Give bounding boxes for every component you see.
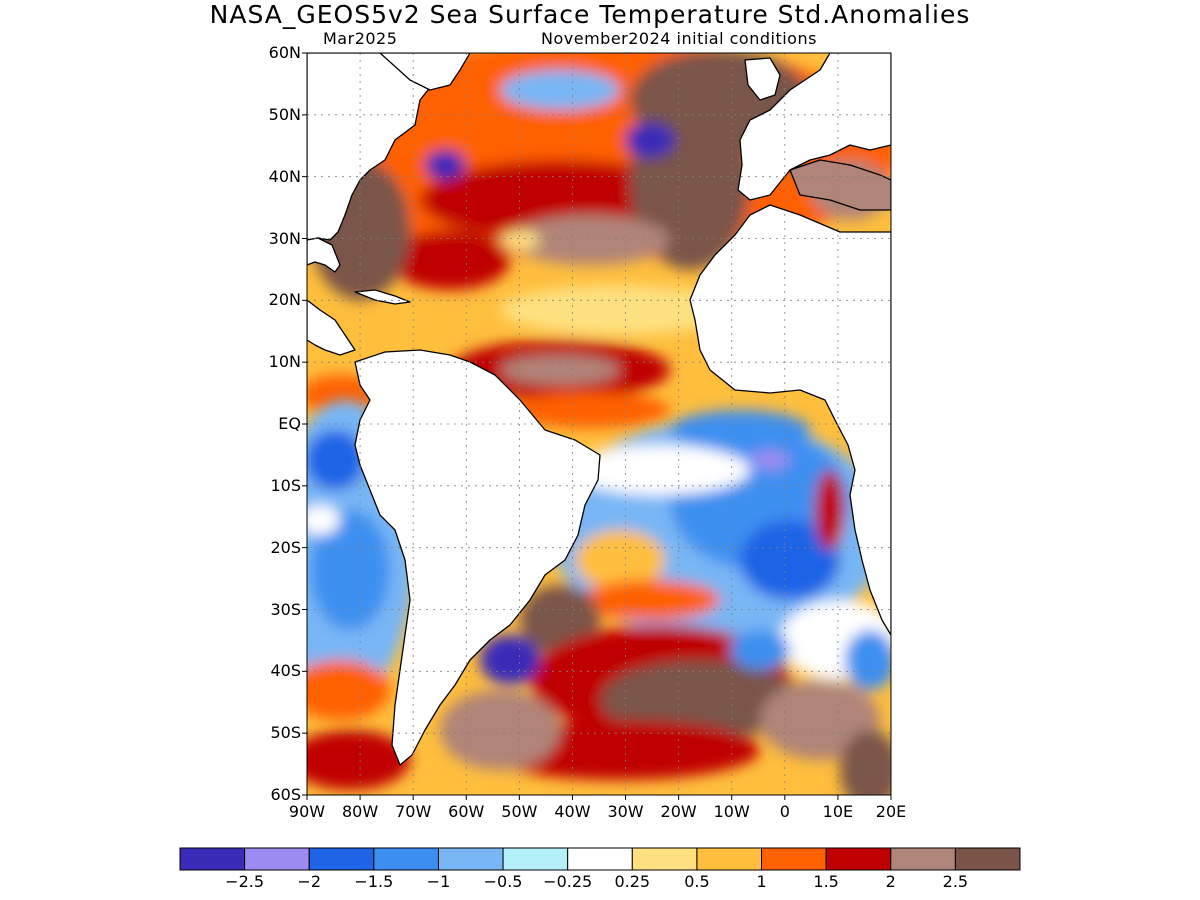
lat-tick-label: 10S <box>270 475 301 495</box>
colorbar-tick-label: 1.5 <box>813 872 839 891</box>
central-america-land <box>307 299 356 356</box>
lon-tick-label: 0 <box>779 802 790 821</box>
lon-tick-label: 70W <box>395 802 432 821</box>
lat-tick-label: 40S <box>270 661 301 681</box>
colorbar-swatch <box>761 847 827 871</box>
colorbar-swatch <box>502 847 569 871</box>
lat-tick-label: 50N <box>268 104 301 124</box>
colorbar-tick-label: 0.25 <box>614 872 651 891</box>
lat-tick-label: 30S <box>270 599 301 619</box>
colorbar-tick-label: 2 <box>885 872 896 891</box>
lat-tick-label: 40N <box>268 166 301 186</box>
colorbar-tick-label: −0.25 <box>543 872 593 891</box>
caribbean-islands <box>354 289 411 305</box>
lon-tick-label: 40W <box>554 802 591 821</box>
south-america-land <box>354 349 601 766</box>
labrador-land <box>379 53 471 91</box>
europe-land <box>737 53 891 201</box>
lon-tick-label: 20E <box>875 802 907 821</box>
axis-ticks <box>302 52 892 800</box>
colorbar-tick-label: −1.5 <box>354 872 394 891</box>
initial-conditions-label: November2024 initial conditions <box>541 29 817 48</box>
lon-tick-label: 60W <box>448 802 485 821</box>
lat-tick-label: EQ <box>278 414 301 433</box>
lon-tick-label: 80W <box>341 802 379 821</box>
lat-tick-label: 60N <box>268 43 301 62</box>
colorbar-swatch <box>308 847 375 871</box>
colorbar-swatch <box>244 847 310 871</box>
south-atlantic-anomalies <box>440 410 891 795</box>
colorbar-swatch <box>631 847 698 871</box>
colorbar-swatch <box>567 847 633 871</box>
forecast-month: Mar2025 <box>323 29 398 48</box>
lat-tick-label: 60S <box>270 785 301 804</box>
colorbar-swatch <box>890 847 956 871</box>
lat-tick-label: 30N <box>268 228 301 248</box>
lon-tick-label: 10W <box>713 802 750 821</box>
lon-tick-label: 20W <box>660 802 697 821</box>
lon-tick-label: 90W <box>288 802 326 821</box>
lat-tick-label: 20S <box>270 537 301 557</box>
colorbar-tick-label: −2 <box>297 872 322 891</box>
colorbar-tick-label: 1 <box>756 872 767 891</box>
colorbar-tick-label: 0.5 <box>684 872 710 891</box>
graticule <box>307 53 891 795</box>
lon-tick-label: 50W <box>501 802 538 821</box>
colorbar-tick-label: −1 <box>426 872 451 891</box>
gulf-coast-land <box>307 237 341 273</box>
colorbar-tick-label: −2.5 <box>225 872 265 891</box>
lat-tick-label: 20N <box>268 290 301 310</box>
colorbar-swatch <box>954 847 1021 871</box>
lat-tick-label: 50S <box>270 723 301 743</box>
africa-land <box>689 204 891 636</box>
mediterranean-sea <box>789 159 891 211</box>
british-isles-land <box>744 57 781 101</box>
colorbar-swatch <box>696 847 763 871</box>
colorbar-tick-label: 2.5 <box>942 872 969 891</box>
lon-tick-label: 10E <box>822 802 854 821</box>
lon-tick-label: 30W <box>607 802 644 821</box>
colorbar <box>179 847 1021 871</box>
map-title: NASA_GEOS5v2 Sea Surface Temperature Std… <box>209 0 971 29</box>
colorbar-swatch <box>437 847 504 871</box>
colorbar-swatch <box>179 847 246 871</box>
colorbar-tick-label: −0.5 <box>483 872 523 891</box>
lat-tick-label: 10N <box>268 352 301 372</box>
landmasses <box>307 53 891 766</box>
colorbar-swatch <box>373 847 439 871</box>
colorbar-swatch <box>825 847 892 871</box>
